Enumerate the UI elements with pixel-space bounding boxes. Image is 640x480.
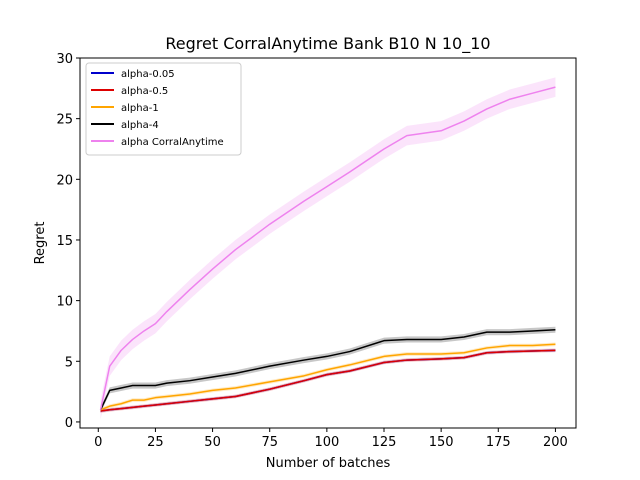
chart-title: Regret CorralAnytime Bank B10 N 10_10: [165, 34, 490, 54]
y-tick-label: 0: [65, 416, 73, 431]
series-line: [100, 349, 556, 412]
y-tick-label: 25: [56, 113, 73, 128]
plot-frame: [79, 57, 577, 429]
x-tick-label: 125: [372, 435, 397, 450]
legend-label: alpha-0.05: [121, 69, 175, 80]
y-axis-label: Regret: [33, 222, 48, 265]
series-line: [100, 343, 556, 411]
legend-box: [85, 62, 242, 156]
legend-label: alpha-0.5: [121, 86, 168, 97]
x-tick-label: 25: [147, 435, 164, 450]
legend: alpha-0.05 alpha-0.5 alpha-1 alpha-4 alpha C…: [85, 62, 242, 156]
y-tick-label: 5: [65, 355, 73, 370]
legend-label: alpha CorralAnytime: [121, 137, 224, 148]
x-tick-label: 100: [314, 435, 339, 450]
y-tick-label: 20: [56, 173, 73, 188]
x-tick-label: 200: [543, 435, 568, 450]
legend-label: alpha-4: [121, 120, 159, 131]
series-line: [99, 328, 556, 411]
y-axis-ticks: 0 5 10 15 20 25 30: [56, 52, 80, 431]
series-lines: [99, 86, 556, 412]
y-tick-label: 10: [56, 295, 73, 310]
x-tick-label: 75: [261, 435, 278, 450]
y-tick-label: 30: [56, 52, 73, 67]
legend-label: alpha-1: [121, 103, 159, 114]
y-tick-label: 15: [56, 234, 73, 249]
x-tick-label: 0: [94, 435, 102, 450]
series-line: [99, 86, 556, 410]
x-tick-label: 175: [486, 435, 511, 450]
x-axis-ticks: 0 25 50 75 100 125 150 175 200: [94, 428, 568, 450]
x-tick-label: 150: [429, 435, 454, 450]
x-tick-label: 50: [204, 435, 221, 450]
x-axis-label: Number of batches: [266, 456, 391, 471]
